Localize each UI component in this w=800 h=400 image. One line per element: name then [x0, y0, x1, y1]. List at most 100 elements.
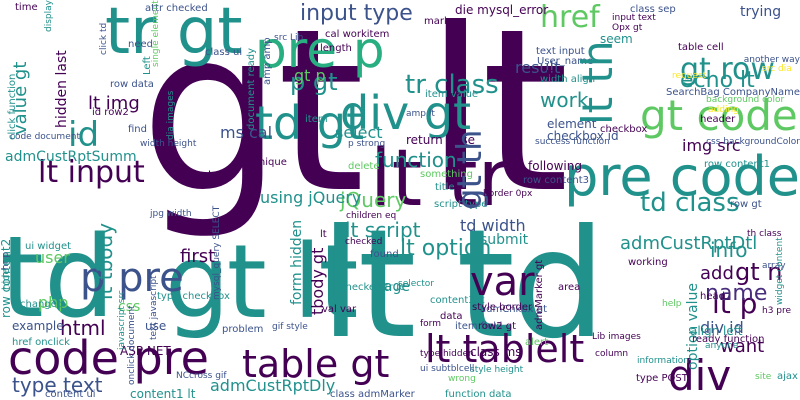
word: ready function	[692, 334, 765, 345]
word: function data	[445, 389, 512, 400]
word: submit	[480, 232, 529, 248]
word: css	[118, 299, 141, 315]
word: lt p	[712, 287, 758, 320]
word: gt p	[294, 66, 326, 85]
word: p pre	[80, 255, 184, 301]
word: row2 gt	[478, 321, 516, 332]
word: table cell	[678, 42, 724, 53]
word: gt n	[735, 258, 783, 286]
word: row content1	[704, 159, 771, 170]
word: ASP NET	[120, 344, 171, 358]
word: admMarker gt	[534, 259, 545, 330]
word: td gt	[255, 96, 365, 150]
word: admCustRptDly	[210, 376, 336, 395]
word: SearchBag CompanyName	[666, 87, 800, 98]
word: area	[558, 282, 581, 293]
word: amp amp	[262, 37, 273, 85]
word: text input	[536, 46, 585, 57]
word: alert	[525, 337, 549, 348]
word: var	[470, 259, 535, 305]
word: lt tr	[370, 134, 510, 224]
word: trying	[740, 4, 782, 20]
word: ui widget	[25, 241, 72, 252]
word: time	[15, 2, 38, 13]
word: admChkbx gt	[480, 304, 548, 315]
word: href	[540, 0, 600, 35]
word: work	[540, 88, 589, 112]
word: row gt	[730, 199, 762, 210]
word: dia images	[166, 90, 176, 140]
word: align left	[690, 324, 743, 338]
word: children eq	[346, 211, 397, 221]
word: wrong	[448, 374, 476, 384]
word: text javascript	[149, 275, 159, 340]
word: type hidden	[420, 349, 474, 359]
word: code pre	[8, 331, 209, 385]
word: code document	[10, 132, 80, 142]
word: type POST	[636, 373, 688, 384]
word: length	[320, 43, 352, 54]
word: gt lt	[165, 223, 358, 342]
word: die mysql_error	[455, 3, 549, 17]
word: type text	[12, 373, 103, 397]
word: IE	[546, 69, 556, 80]
word: changed	[20, 299, 64, 310]
word: checked	[345, 237, 383, 247]
word: header	[700, 114, 736, 125]
word: lt option	[400, 236, 492, 261]
word: td width	[460, 216, 526, 235]
word: lt	[320, 229, 327, 240]
word: html	[60, 316, 106, 340]
word: width align	[540, 74, 596, 85]
word: function	[375, 148, 457, 172]
word: input text	[612, 13, 656, 23]
word: jpg width	[150, 209, 192, 219]
word: gt th	[450, 129, 490, 210]
word: jQuery	[340, 188, 407, 212]
word: item value	[425, 89, 479, 100]
word: working	[628, 257, 668, 268]
word: widget content	[775, 237, 785, 305]
word: cal workitem	[325, 29, 390, 40]
word: item field	[455, 321, 503, 332]
word: pre p	[255, 21, 385, 79]
word: td	[0, 213, 116, 343]
word: ui subtblcell	[420, 364, 475, 374]
word: information	[637, 356, 689, 366]
word: style border	[472, 302, 533, 313]
word: another way	[743, 55, 800, 65]
word: use	[145, 319, 167, 333]
word: css backgroundColor	[706, 137, 800, 147]
word: mysql_query SELECT	[212, 205, 222, 300]
word: much	[182, 169, 216, 183]
word: javascript src	[117, 290, 127, 350]
word: admCustRptSumm	[5, 149, 137, 165]
word: lt img	[88, 93, 140, 114]
word: lt input	[38, 155, 145, 190]
word: src Lib	[274, 33, 304, 43]
word: td class	[640, 188, 740, 218]
word: echo lt	[680, 68, 755, 93]
word: find	[128, 124, 147, 135]
word: hidden last	[54, 50, 70, 128]
word: hide	[1, 268, 12, 290]
word: tr gt	[105, 0, 243, 69]
word: column	[595, 349, 629, 359]
word: form	[420, 319, 441, 329]
word: content3 lt	[430, 295, 485, 306]
word: seem	[600, 32, 633, 46]
word: content1 lt	[130, 387, 196, 400]
word: val var	[322, 304, 357, 315]
word: return false	[406, 133, 476, 147]
word: page	[375, 279, 410, 295]
word: something	[420, 169, 473, 180]
word: document ready	[246, 47, 257, 130]
word: User_name	[537, 56, 594, 67]
word: class sep	[630, 4, 676, 15]
word: php	[38, 293, 69, 312]
word: type checkbox	[157, 291, 230, 302]
word: script type	[434, 199, 488, 210]
word: name	[705, 281, 768, 306]
word: anyone	[705, 341, 739, 351]
